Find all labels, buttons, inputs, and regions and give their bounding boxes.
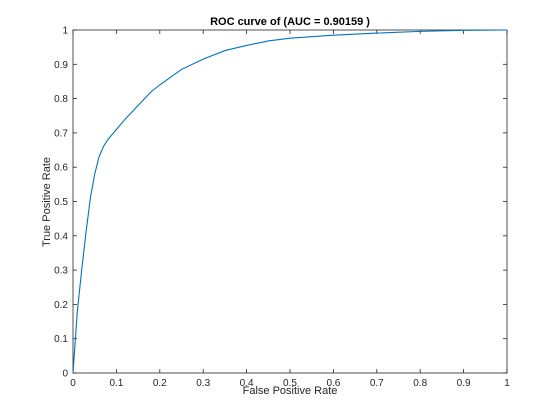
y-tick-label: 0 xyxy=(62,369,68,380)
x-tick-1: 0.1 xyxy=(109,30,123,389)
y-tick-3: 0.3 xyxy=(54,266,507,277)
y-axis-label: True Positive Rate xyxy=(41,157,53,247)
y-tick-8: 0.8 xyxy=(54,94,507,105)
x-tick-label: 0.8 xyxy=(413,378,427,389)
y-tick-9: 0.9 xyxy=(54,60,507,71)
y-tick-label: 0.7 xyxy=(54,128,68,139)
x-tick-label: 0.7 xyxy=(370,378,384,389)
y-tick-7: 0.7 xyxy=(54,128,507,139)
y-tick-label: 0.1 xyxy=(54,334,68,345)
x-tick-6: 0.6 xyxy=(326,30,340,389)
y-tick-label: 0.3 xyxy=(54,266,68,277)
y-tick-1: 0.1 xyxy=(54,334,507,345)
x-tick-3: 0.3 xyxy=(196,30,210,389)
plot-area-frame xyxy=(73,30,507,373)
x-tick-5: 0.5 xyxy=(283,30,297,389)
y-tick-6: 0.6 xyxy=(54,163,507,174)
x-tick-label: 0 xyxy=(70,378,76,389)
y-tick-label: 0.9 xyxy=(54,60,68,71)
y-tick-label: 0.8 xyxy=(54,94,68,105)
y-tick-4: 0.4 xyxy=(54,231,507,242)
y-tick-label: 0.5 xyxy=(54,197,68,208)
x-axis: 0 0.1 0.2 0.3 0.4 0.5 0.6 0.7 0.8 0.9 1 xyxy=(70,30,510,389)
y-tick-label: 0.6 xyxy=(54,163,68,174)
y-tick-label: 0.2 xyxy=(54,300,68,311)
chart-title: ROC curve of (AUC = 0.90159 ) xyxy=(210,16,370,28)
y-tick-label: 1 xyxy=(62,26,68,37)
x-tick-2: 0.2 xyxy=(153,30,167,389)
x-tick-label: 0.9 xyxy=(457,378,471,389)
x-tick-8: 0.8 xyxy=(413,30,427,389)
y-axis: 0 0.1 0.2 0.3 0.4 0.5 0.6 0.7 0.8 0.9 1 xyxy=(54,26,507,380)
y-tick-2: 0.2 xyxy=(54,300,507,311)
x-tick-7: 0.7 xyxy=(370,30,384,389)
x-axis-label: False Positive Rate xyxy=(243,385,338,397)
y-tick-label: 0.4 xyxy=(54,231,68,242)
roc-curve-line xyxy=(73,30,507,373)
x-tick-label: 1 xyxy=(504,378,510,389)
x-tick-label: 0.1 xyxy=(109,378,123,389)
y-tick-5: 0.5 xyxy=(54,197,507,208)
x-tick-label: 0.3 xyxy=(196,378,210,389)
x-tick-4: 0.4 xyxy=(240,30,254,389)
x-tick-label: 0.2 xyxy=(153,378,167,389)
x-tick-9: 0.9 xyxy=(457,30,471,389)
